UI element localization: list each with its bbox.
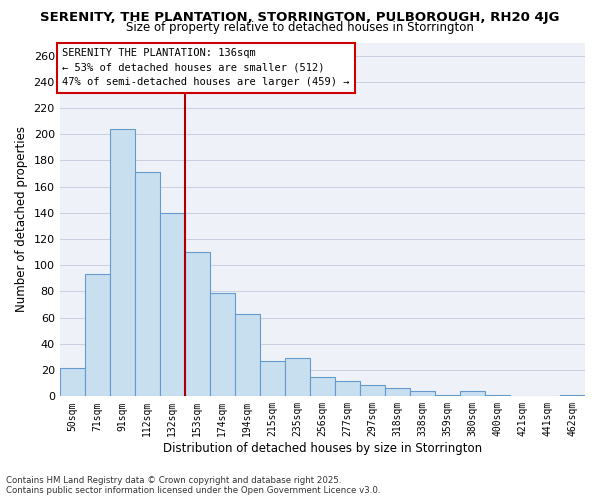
Text: Contains public sector information licensed under the Open Government Licence v3: Contains public sector information licen…: [6, 486, 380, 495]
Bar: [185, 252, 210, 396]
Bar: [385, 388, 410, 396]
Bar: [135, 172, 160, 396]
Text: Contains HM Land Registry data © Crown copyright and database right 2025.: Contains HM Land Registry data © Crown c…: [6, 476, 341, 485]
Bar: [110, 129, 135, 396]
Bar: [410, 391, 435, 396]
Bar: [260, 361, 285, 396]
Bar: [435, 395, 460, 396]
Text: Size of property relative to detached houses in Storrington: Size of property relative to detached ho…: [126, 21, 474, 34]
Bar: [335, 380, 360, 396]
Bar: [310, 376, 335, 396]
Text: SERENITY THE PLANTATION: 136sqm
← 53% of detached houses are smaller (512)
47% o: SERENITY THE PLANTATION: 136sqm ← 53% of…: [62, 48, 350, 88]
Bar: [485, 395, 510, 396]
Bar: [235, 314, 260, 396]
Bar: [285, 358, 310, 397]
Bar: [360, 384, 385, 396]
Bar: [59, 368, 85, 396]
Bar: [460, 391, 485, 396]
Bar: [560, 395, 585, 396]
Bar: [210, 293, 235, 397]
Text: SERENITY, THE PLANTATION, STORRINGTON, PULBOROUGH, RH20 4JG: SERENITY, THE PLANTATION, STORRINGTON, P…: [40, 11, 560, 24]
Bar: [160, 213, 185, 396]
Bar: [85, 274, 110, 396]
X-axis label: Distribution of detached houses by size in Storrington: Distribution of detached houses by size …: [163, 442, 482, 455]
Y-axis label: Number of detached properties: Number of detached properties: [15, 126, 28, 312]
